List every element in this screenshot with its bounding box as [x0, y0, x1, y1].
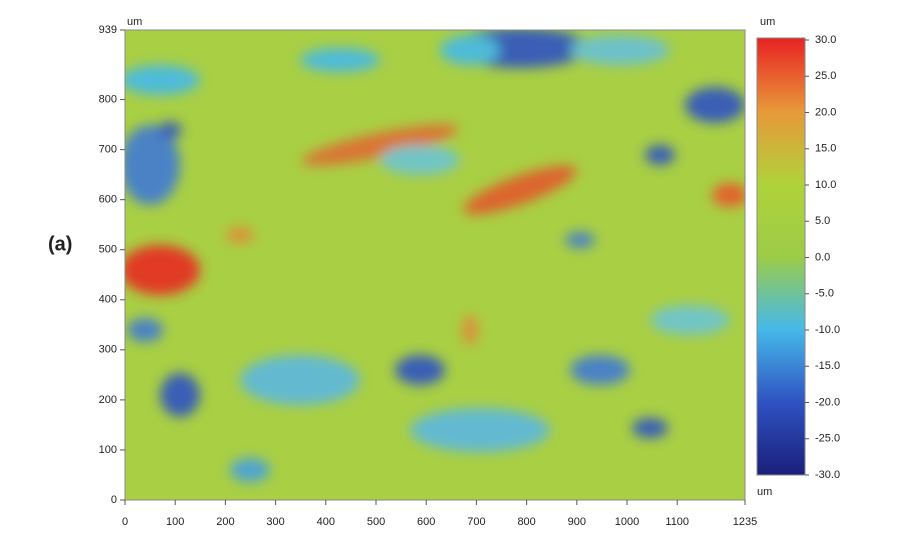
x-tick-label: 400 [317, 516, 335, 528]
panel-label: (a) [48, 233, 72, 255]
colorbar-tick-label: 10.0 [815, 179, 836, 191]
x-axis-label: um [757, 486, 772, 498]
y-tick-label: 700 [99, 144, 117, 156]
x-tick-label: 700 [467, 516, 485, 528]
colorbar-tick-label: 20.0 [815, 106, 836, 118]
x-tick-label: 200 [216, 516, 234, 528]
colorbar-tick-label: -30.0 [815, 469, 840, 481]
colorbar [756, 37, 806, 476]
x-tick-label: 500 [367, 516, 385, 528]
heatmap-image [125, 30, 745, 500]
x-tick-label: 800 [517, 516, 535, 528]
y-tick-label: 100 [99, 444, 117, 456]
colorbar-tick-label: -15.0 [815, 360, 840, 372]
x-tick-label: 1100 [665, 516, 689, 528]
colorbar-tick-label: -20.0 [815, 396, 840, 408]
y-axis-label: um [127, 16, 142, 28]
colorbar-tick-label: 15.0 [815, 143, 836, 155]
y-tick-label: 0 [111, 494, 117, 506]
x-tick-label: 900 [568, 516, 586, 528]
colorbar-tick-label: 25.0 [815, 70, 836, 82]
y-tick-label: 939 [99, 24, 117, 36]
colorbar-tick-label: -10.0 [815, 324, 840, 336]
colorbar-tick-label: 5.0 [815, 215, 830, 227]
y-tick-label: 800 [99, 93, 117, 105]
x-tick-label: 1235 [733, 516, 757, 528]
plot-frame [124, 29, 746, 501]
x-tick-label: 0 [122, 516, 128, 528]
y-tick-label: 400 [99, 294, 117, 306]
colorbar-tick-label: -5.0 [815, 288, 834, 300]
x-tick-label: 600 [417, 516, 435, 528]
colorbar-tick-label: 0.0 [815, 251, 830, 263]
x-tick-label: 300 [266, 516, 284, 528]
colorbar-tick-label: 30.0 [815, 34, 836, 46]
colorbar-tick-label: -25.0 [815, 433, 840, 445]
x-tick-label: 100 [166, 516, 184, 528]
y-tick-label: 600 [99, 194, 117, 206]
y-tick-label: 300 [99, 344, 117, 356]
colorbar-label: um [760, 16, 775, 28]
x-tick-label: 1000 [615, 516, 639, 528]
y-tick-label: 200 [99, 394, 117, 406]
y-tick-label: 500 [99, 244, 117, 256]
